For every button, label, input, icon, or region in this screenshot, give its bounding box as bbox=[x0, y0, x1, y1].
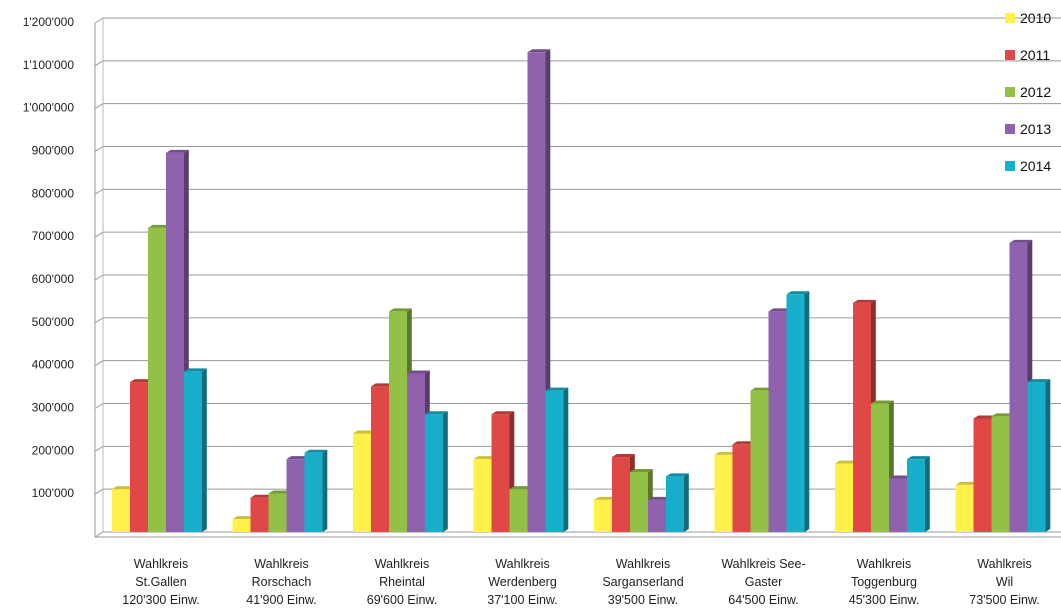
x-category-label: Wahlkreis bbox=[977, 557, 1031, 571]
x-category-label: Wahlkreis bbox=[616, 557, 670, 571]
legend: 2010 2011 2012 2013 2014 bbox=[1005, 10, 1051, 174]
y-tick-label: 700'000 bbox=[32, 229, 75, 243]
gridline bbox=[94, 146, 1061, 152]
y-tick-label: 600'000 bbox=[32, 272, 75, 286]
legend-item: 2013 bbox=[1005, 121, 1051, 137]
gridline bbox=[94, 403, 1061, 409]
x-category-label: Sarganserland bbox=[602, 575, 683, 589]
y-tick-label: 1'100'000 bbox=[23, 58, 75, 72]
legend-item: 2014 bbox=[1005, 158, 1051, 174]
y-tick-label: 900'000 bbox=[32, 144, 75, 158]
gridline bbox=[94, 531, 1061, 538]
y-tick-label: 500'000 bbox=[32, 315, 75, 329]
x-category-label: Rheintal bbox=[379, 575, 425, 589]
x-category-label: Toggenburg bbox=[851, 575, 917, 589]
y-tick-label: 1'200'000 bbox=[23, 15, 75, 29]
legend-swatch bbox=[1005, 13, 1015, 23]
y-tick-label: 1'000'000 bbox=[23, 101, 75, 115]
y-tick-label: 100'000 bbox=[32, 486, 75, 500]
y-tick-label: 400'000 bbox=[32, 358, 75, 372]
bar bbox=[786, 291, 810, 532]
legend-swatch bbox=[1005, 124, 1015, 134]
legend-label: 2014 bbox=[1020, 158, 1051, 174]
bar bbox=[545, 387, 569, 532]
x-category-label: 120'300 Einw. bbox=[122, 593, 199, 607]
y-axis-ticks: 100'000 200'000 300'000 400'000 500'000 600'0… bbox=[23, 15, 75, 500]
gridline bbox=[94, 317, 1061, 324]
x-category-label: Wahlkreis See- bbox=[721, 557, 805, 571]
x-axis-categories: Wahlkreis St.Gallen 120'300 Einw. Wahlkreis… bbox=[122, 557, 1039, 607]
x-category-label: 41'900 Einw. bbox=[246, 593, 317, 607]
x-category-label: Wahlkreis bbox=[134, 557, 188, 571]
legend-label: 2011 bbox=[1020, 47, 1050, 63]
legend-label: 2013 bbox=[1020, 121, 1051, 137]
x-category-label: 73'500 Einw. bbox=[969, 593, 1040, 607]
legend-swatch bbox=[1005, 50, 1015, 60]
legend-item: 2012 bbox=[1005, 84, 1051, 100]
bar bbox=[907, 456, 930, 532]
gridline bbox=[94, 17, 1061, 24]
gridline bbox=[94, 60, 1061, 67]
legend-label: 2010 bbox=[1020, 10, 1051, 26]
y-tick-label: 300'000 bbox=[32, 401, 75, 415]
x-category-label: 45'300 Einw. bbox=[849, 593, 920, 607]
gridlines bbox=[94, 17, 1061, 538]
gridline bbox=[94, 103, 1061, 110]
gridline bbox=[94, 231, 1061, 238]
bar bbox=[304, 449, 328, 532]
x-category-label: 69'600 Einw. bbox=[367, 593, 438, 607]
gridline bbox=[94, 360, 1061, 367]
legend-swatch bbox=[1005, 161, 1015, 171]
x-category-label: Wahlkreis bbox=[375, 557, 429, 571]
y-tick-label: 200'000 bbox=[32, 443, 75, 457]
bar bbox=[666, 473, 689, 532]
legend-label: 2012 bbox=[1020, 84, 1051, 100]
legend-swatch bbox=[1005, 87, 1015, 97]
legend-item: 2010 bbox=[1005, 10, 1051, 26]
x-category-label: Gaster bbox=[745, 575, 783, 589]
x-category-label: Wil bbox=[996, 575, 1013, 589]
gridline bbox=[94, 445, 1061, 452]
x-category-label: 37'100 Einw. bbox=[487, 593, 558, 607]
bar bbox=[425, 411, 448, 532]
x-category-label: 39'500 Einw. bbox=[608, 593, 679, 607]
gridline bbox=[94, 274, 1061, 281]
x-category-label: Rorschach bbox=[252, 575, 312, 589]
bar bbox=[1027, 379, 1051, 532]
x-category-label: Wahlkreis bbox=[495, 557, 549, 571]
bar bbox=[184, 368, 207, 532]
legend-item: 2011 bbox=[1005, 47, 1050, 63]
x-category-label: Werdenberg bbox=[488, 575, 557, 589]
bars bbox=[112, 49, 1051, 533]
x-category-label: 64'500 Einw. bbox=[728, 593, 799, 607]
x-category-label: St.Gallen bbox=[135, 575, 186, 589]
y-tick-label: 800'000 bbox=[32, 186, 75, 200]
x-category-label: Wahlkreis bbox=[857, 557, 911, 571]
x-category-label: Wahlkreis bbox=[254, 557, 308, 571]
gridline bbox=[94, 188, 1061, 195]
